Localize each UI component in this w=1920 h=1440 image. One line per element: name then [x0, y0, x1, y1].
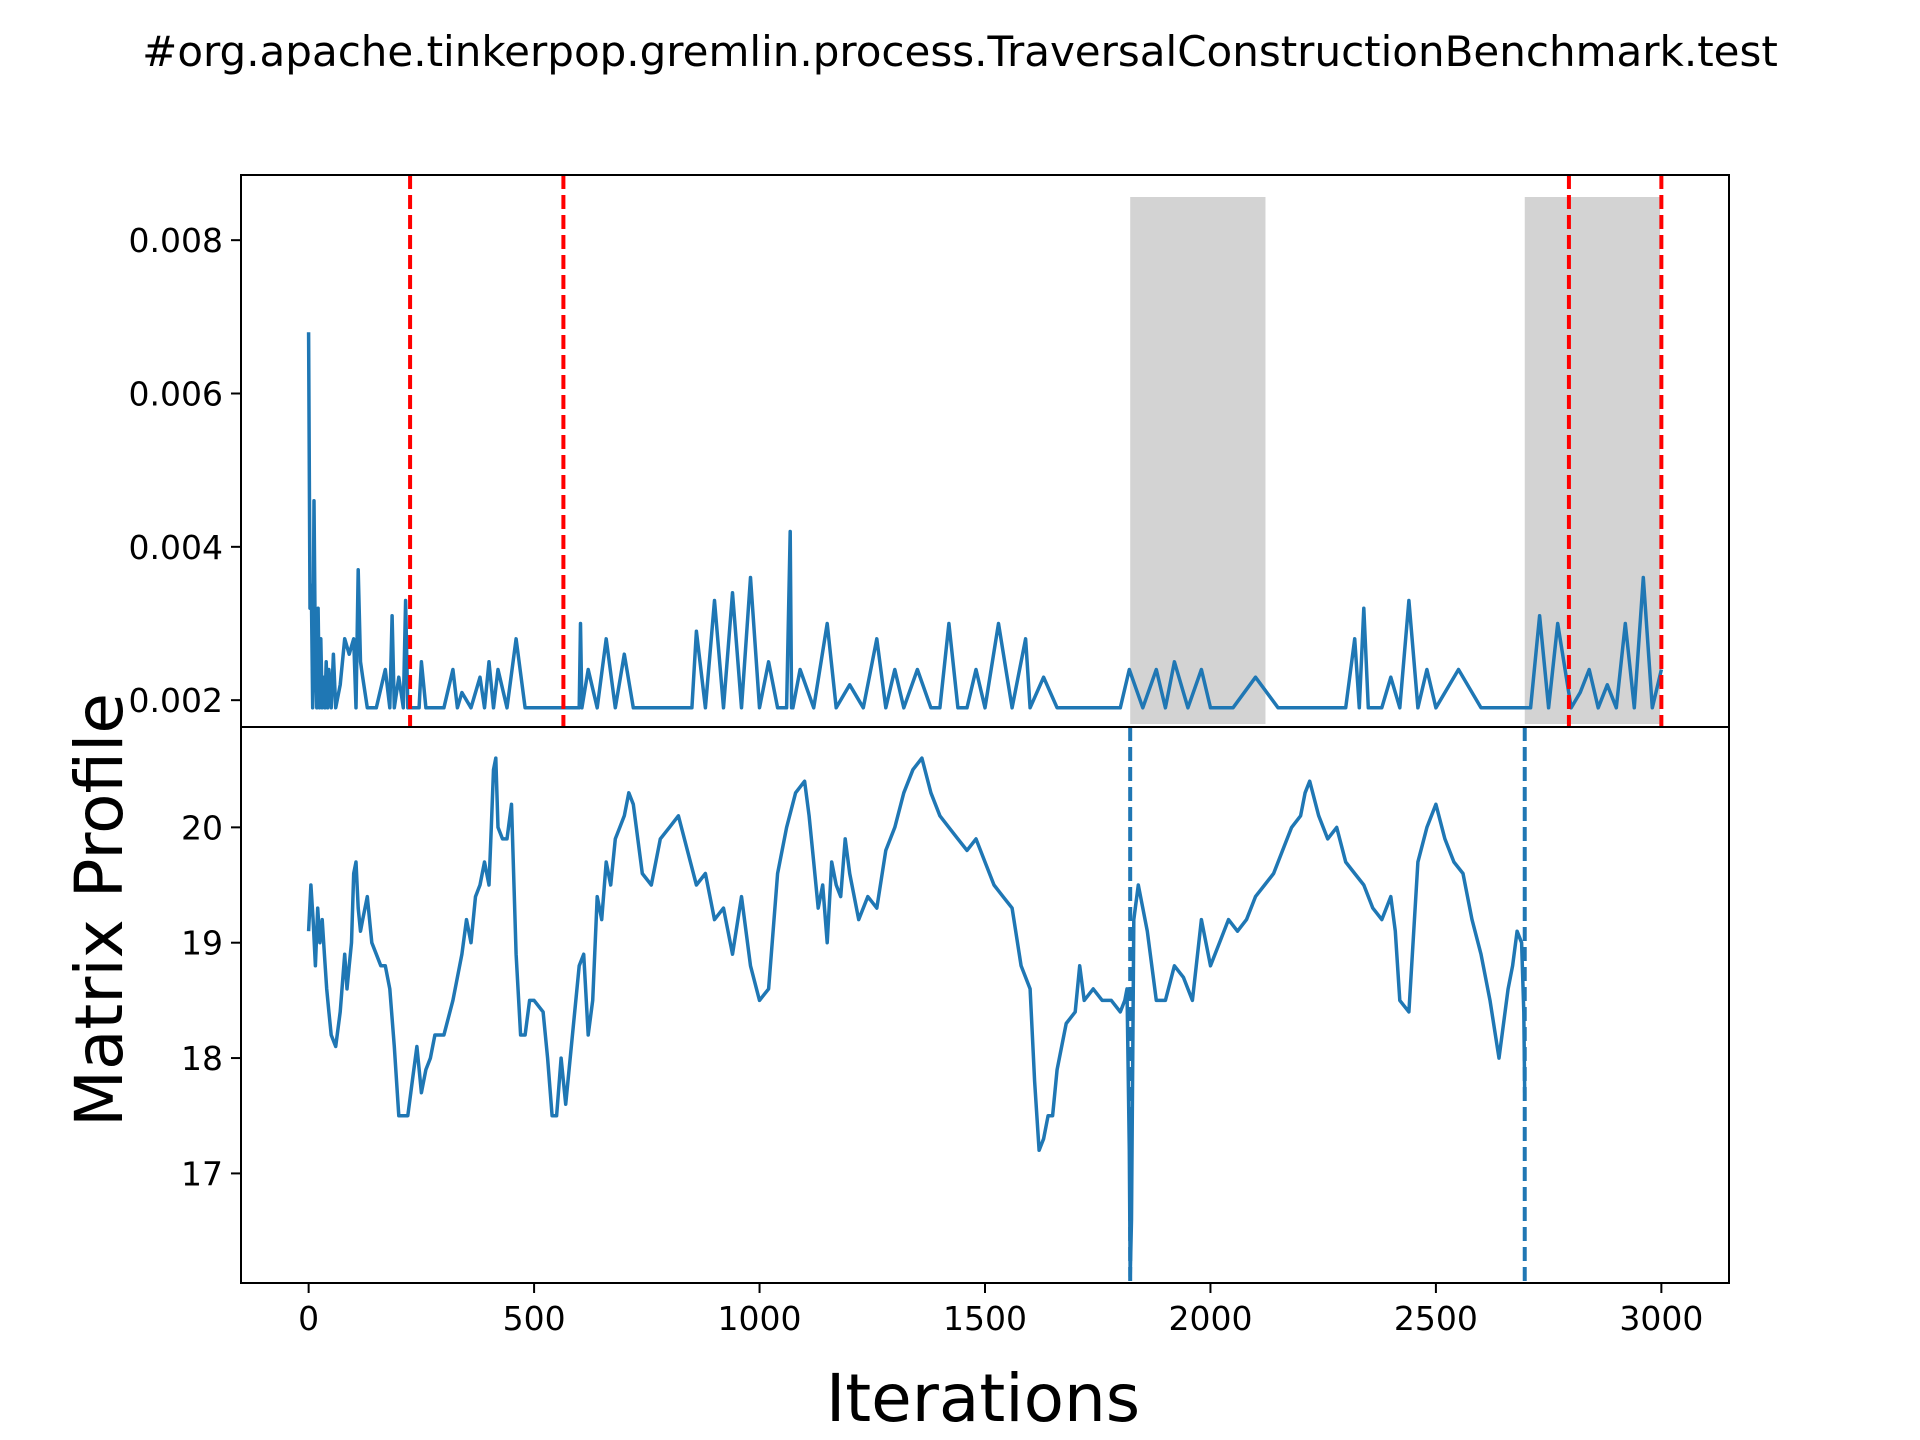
top-series-line [306, 332, 1664, 710]
xtick-label-2: 1000 [718, 1299, 802, 1338]
xtick-label-1: 500 [503, 1299, 566, 1338]
y-axis-label: Matrix Profile [61, 693, 138, 1127]
x-axis-label: Iterations [826, 1360, 1140, 1437]
bottom-series-line [306, 756, 1527, 1279]
bottom-vertical-lines [1128, 727, 1527, 1283]
top-ytick-label-3: 0.008 [129, 221, 223, 260]
top-ytick-label-2: 0.006 [129, 375, 223, 414]
top-ytick-label-1: 0.004 [129, 528, 223, 567]
xtick-label-5: 2500 [1394, 1299, 1478, 1338]
top-panel: 0.002 0.004 0.006 0.008 [129, 174, 1730, 728]
bottom-ytick-label-2: 19 [181, 924, 223, 963]
bottom-ytick-label-0: 17 [181, 1154, 223, 1193]
top-ytick-label-0: 0.002 [129, 681, 223, 720]
top-shaded-regions [1130, 197, 1661, 724]
top-axes-frame [240, 174, 1730, 728]
top-shaded-region-0 [1130, 197, 1266, 724]
top-vertical-lines [408, 175, 1664, 727]
xtick-label-0: 0 [298, 1299, 319, 1338]
top-shaded-region-1 [1524, 197, 1661, 724]
chart-title: #org.apache.tinkerpop.gremlin.process.Tr… [142, 27, 1778, 76]
bottom-ytick-label-1: 18 [181, 1039, 223, 1078]
xtick-label-6: 3000 [1619, 1299, 1703, 1338]
bottom-panel: 17 18 19 20 0 500 1000 1500 2000 2500 3000 [181, 726, 1730, 1338]
xtick-label-3: 1500 [943, 1299, 1027, 1338]
bottom-y-ticks: 17 18 19 20 [181, 808, 241, 1193]
x-ticks: 0 500 1000 1500 2000 2500 3000 [298, 1283, 1703, 1338]
xtick-label-4: 2000 [1168, 1299, 1252, 1338]
top-y-ticks: 0.002 0.004 0.006 0.008 [129, 221, 241, 720]
bottom-ytick-label-3: 20 [181, 808, 223, 847]
